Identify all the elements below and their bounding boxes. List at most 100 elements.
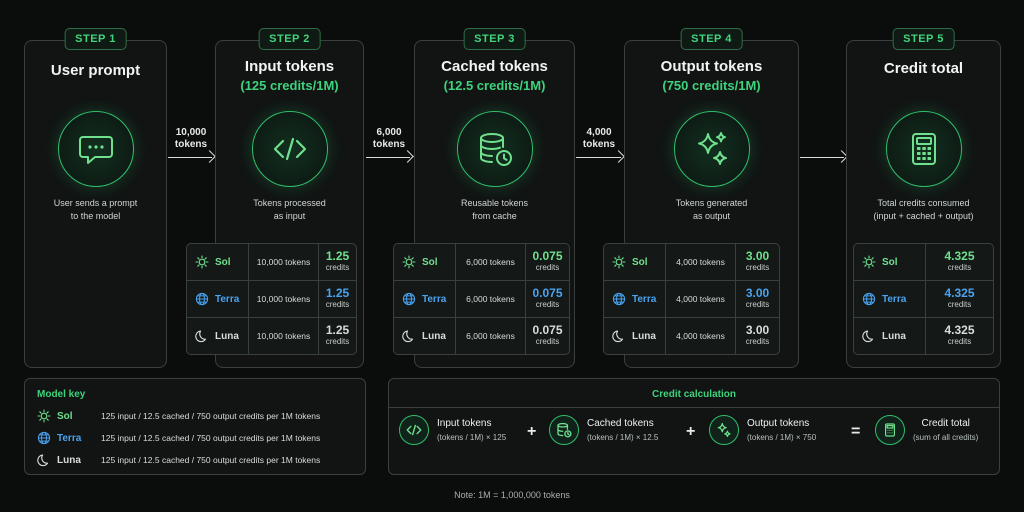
model-cell: Terra (187, 281, 249, 317)
moon-icon (37, 453, 51, 467)
step-2-card: STEP 2 Input tokens (125 credits/1M) Tok… (186, 28, 364, 368)
card-description: User sends a prompt to the model (53, 198, 138, 221)
credits-cell: 4.325 credits (944, 323, 975, 346)
sun-icon (195, 255, 209, 269)
tokens-cell: 4,000 tokens (666, 244, 736, 280)
credits-cell: 3.00 credits (745, 286, 770, 309)
card-description: Tokens processed as input (253, 198, 326, 221)
model-cell: Terra (604, 281, 666, 317)
moon-icon (612, 329, 626, 343)
credit-calculation-panel: Credit calculation Input tokens (tokens /… (388, 378, 1000, 475)
model-cell: Luna (394, 318, 456, 354)
model-cell: Sol (854, 244, 926, 280)
credits-cell: 0.075 credits (532, 249, 563, 272)
credits-cell: 3.00 credits (745, 323, 770, 346)
step-3-card: STEP 3 Cached tokens (12.5 credits/1M) R… (393, 28, 575, 368)
credits-cell: 0.075 credits (532, 323, 563, 346)
table-row: Luna 4.325 credits (854, 318, 993, 354)
tokens-cell: 10,000 tokens (249, 244, 319, 280)
model-cell: Sol (394, 244, 456, 280)
card-title: User prompt (50, 62, 141, 79)
globe-icon (862, 292, 876, 306)
table-row: Terra 4.325 credits (854, 281, 993, 318)
moon-icon (195, 329, 209, 343)
step-5-card: STEP 5 Credit total Total credits consum… (846, 28, 1001, 368)
step-badge: STEP 1 (64, 28, 127, 50)
flow-arrow (366, 157, 410, 158)
flow-arrow (800, 157, 844, 158)
card-description: Reusable tokens from cache (460, 198, 529, 221)
card-title: Cached tokens (441, 58, 548, 75)
table-row: Sol 4,000 tokens 3.00 credits (604, 244, 779, 281)
calc-input-tokens: Input tokens (tokens / 1M) × 125 (399, 415, 506, 445)
model-key-row: Sol 125 input / 12.5 cached / 750 output… (37, 405, 353, 427)
tokens-cell: 6,000 tokens (456, 281, 526, 317)
model-name: Sol (37, 409, 101, 423)
table-row: Sol 4.325 credits (854, 244, 993, 281)
sun-icon (37, 409, 51, 423)
calc-cached-tokens: Cached tokens (tokens / 1M) × 12.5 (549, 415, 658, 445)
tokens-cell: 6,000 tokens (456, 244, 526, 280)
globe-icon (37, 431, 51, 445)
globe-icon (402, 292, 416, 306)
globe-icon (195, 292, 209, 306)
tokens-cell: 4,000 tokens (666, 281, 736, 317)
tokens-cell: 10,000 tokens (249, 281, 319, 317)
credits-cell: 1.25 credits (325, 249, 350, 272)
database-clock-icon (549, 415, 579, 445)
model-key-title: Model key (37, 389, 86, 400)
database-clock-icon (456, 111, 533, 187)
sun-icon (612, 255, 626, 269)
step-1-card: STEP 1 User prompt User sends a prompt t… (24, 28, 167, 368)
footnote: Note: 1M = 1,000,000 tokens (454, 490, 570, 500)
model-rates: 125 input / 12.5 cached / 750 output cre… (101, 433, 321, 443)
tokens-cell: 10,000 tokens (249, 318, 319, 354)
model-cell: Sol (604, 244, 666, 280)
model-rates: 125 input / 12.5 cached / 750 output cre… (101, 455, 321, 465)
model-key-row: Terra 125 input / 12.5 cached / 750 outp… (37, 427, 353, 449)
flow-arrow (576, 157, 621, 158)
credits-table: Sol 6,000 tokens 0.075 credits Terra 6,00… (393, 243, 570, 355)
card-title: Credit total (883, 60, 964, 77)
calculator-icon (875, 415, 905, 445)
card-rate: (12.5 credits/1M) (443, 78, 546, 93)
flow-label: 4,000 tokens (582, 127, 616, 150)
flow-arrow (168, 157, 212, 158)
table-row: Terra 10,000 tokens 1.25 credits (187, 281, 356, 318)
model-name: Terra (37, 431, 101, 445)
table-row: Luna 10,000 tokens 1.25 credits (187, 318, 356, 354)
card-description: Tokens generated as output (675, 198, 748, 221)
table-row: Terra 6,000 tokens 0.075 credits (394, 281, 569, 318)
equals-operator: = (851, 423, 861, 440)
credits-cell: 3.00 credits (745, 249, 770, 272)
card-rate: (125 credits/1M) (240, 78, 339, 93)
credits-cell: 1.25 credits (325, 323, 350, 346)
tokens-cell: 6,000 tokens (456, 318, 526, 354)
model-cell: Luna (854, 318, 926, 354)
totals-table: Sol 4.325 credits Terra 4.325 credits Luna… (853, 243, 994, 355)
sun-icon (862, 255, 876, 269)
moon-icon (402, 329, 416, 343)
model-cell: Luna (187, 318, 249, 354)
model-key-row: Luna 125 input / 12.5 cached / 750 outpu… (37, 449, 353, 471)
calculator-icon (885, 111, 962, 187)
model-cell: Sol (187, 244, 249, 280)
model-cell: Terra (394, 281, 456, 317)
chat-bubble-icon (57, 111, 134, 187)
step-badge: STEP 4 (680, 28, 743, 50)
card-description: Total credits consumed (input + cached +… (873, 198, 974, 221)
card-rate: (750 credits/1M) (662, 78, 761, 93)
code-icon (399, 415, 429, 445)
step-badge: STEP 3 (463, 28, 526, 50)
credits-cell: 0.075 credits (532, 286, 563, 309)
model-cell: Terra (854, 281, 926, 317)
sparkles-icon (709, 415, 739, 445)
card-title: Output tokens (660, 58, 763, 75)
model-rates: 125 input / 12.5 cached / 750 output cre… (101, 411, 321, 421)
model-name: Luna (37, 453, 101, 467)
flow-label: 10,000 tokens (174, 127, 208, 150)
credits-cell: 4.325 credits (944, 249, 975, 272)
sun-icon (402, 255, 416, 269)
credits-table: Sol 10,000 tokens 1.25 credits Terra 10,0… (186, 243, 357, 355)
model-cell: Luna (604, 318, 666, 354)
